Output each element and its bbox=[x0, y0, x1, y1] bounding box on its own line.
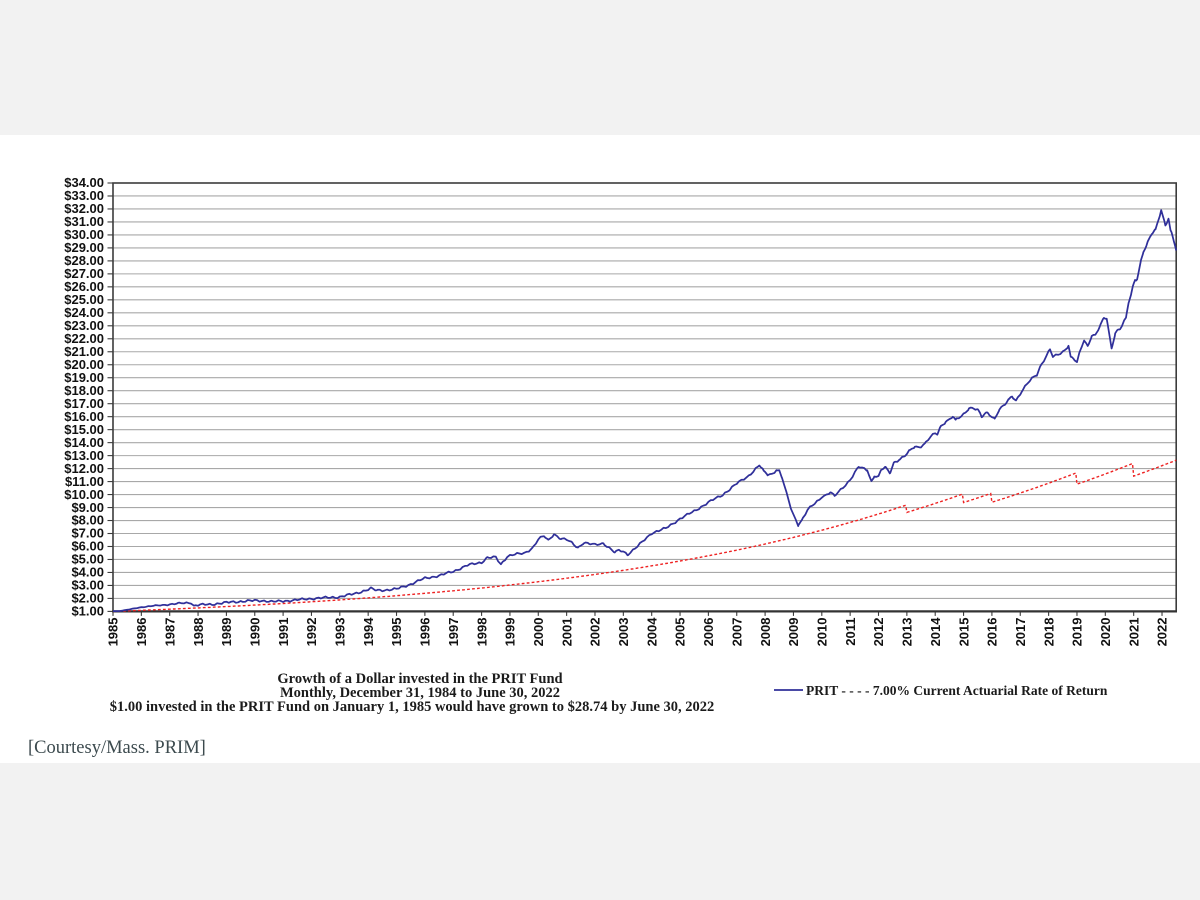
svg-text:1997: 1997 bbox=[446, 618, 461, 647]
svg-text:1995: 1995 bbox=[389, 618, 404, 647]
svg-text:$16.00: $16.00 bbox=[64, 409, 104, 424]
svg-text:$29.00: $29.00 bbox=[64, 240, 104, 255]
svg-text:$2.00: $2.00 bbox=[71, 591, 104, 606]
svg-text:$12.00: $12.00 bbox=[64, 461, 104, 476]
svg-text:$21.00: $21.00 bbox=[64, 344, 104, 359]
svg-text:1989: 1989 bbox=[219, 618, 234, 647]
svg-text:2011: 2011 bbox=[843, 618, 858, 646]
svg-text:2010: 2010 bbox=[815, 618, 830, 647]
svg-text:1987: 1987 bbox=[162, 618, 177, 647]
svg-text:2021: 2021 bbox=[1126, 618, 1141, 647]
svg-text:$32.00: $32.00 bbox=[64, 201, 104, 216]
svg-text:1990: 1990 bbox=[247, 618, 262, 647]
svg-text:$31.00: $31.00 bbox=[64, 214, 104, 229]
svg-text:$9.00: $9.00 bbox=[71, 500, 104, 515]
svg-text:$11.00: $11.00 bbox=[65, 474, 104, 489]
svg-text:$7.00: $7.00 bbox=[71, 526, 104, 541]
svg-text:1986: 1986 bbox=[134, 618, 149, 647]
svg-text:$23.00: $23.00 bbox=[64, 318, 104, 333]
svg-text:$34.00: $34.00 bbox=[64, 175, 104, 190]
svg-text:1988: 1988 bbox=[191, 618, 206, 647]
svg-text:$20.00: $20.00 bbox=[64, 357, 104, 372]
svg-text:2001: 2001 bbox=[559, 618, 574, 647]
svg-text:$24.00: $24.00 bbox=[64, 305, 104, 320]
svg-text:2000: 2000 bbox=[531, 618, 546, 647]
svg-text:$6.00: $6.00 bbox=[71, 539, 104, 554]
svg-text:$14.00: $14.00 bbox=[64, 435, 104, 450]
svg-text:2006: 2006 bbox=[701, 618, 716, 647]
svg-text:2003: 2003 bbox=[616, 618, 631, 647]
svg-text:$10.00: $10.00 bbox=[64, 487, 104, 502]
svg-text:$8.00: $8.00 bbox=[71, 513, 104, 528]
svg-text:2002: 2002 bbox=[588, 618, 603, 647]
svg-text:2014: 2014 bbox=[928, 617, 943, 647]
svg-text:$4.00: $4.00 bbox=[71, 565, 104, 580]
svg-text:$33.00: $33.00 bbox=[64, 188, 104, 203]
svg-text:2020: 2020 bbox=[1098, 618, 1113, 647]
svg-text:$18.00: $18.00 bbox=[64, 383, 104, 398]
svg-text:$17.00: $17.00 bbox=[64, 396, 104, 411]
svg-text:$27.00: $27.00 bbox=[64, 266, 104, 281]
svg-text:$3.00: $3.00 bbox=[71, 578, 104, 593]
svg-text:$19.00: $19.00 bbox=[64, 370, 104, 385]
svg-text:2005: 2005 bbox=[673, 618, 688, 647]
svg-text:1998: 1998 bbox=[474, 618, 489, 647]
svg-text:1992: 1992 bbox=[304, 618, 319, 647]
svg-text:$25.00: $25.00 bbox=[64, 292, 104, 307]
svg-text:2004: 2004 bbox=[644, 617, 659, 647]
svg-text:$5.00: $5.00 bbox=[71, 552, 104, 567]
svg-text:2022: 2022 bbox=[1155, 618, 1170, 647]
svg-text:1991: 1991 bbox=[276, 618, 291, 647]
svg-text:2007: 2007 bbox=[729, 618, 744, 647]
svg-text:$30.00: $30.00 bbox=[64, 227, 104, 242]
svg-text:$26.00: $26.00 bbox=[64, 279, 104, 294]
svg-text:$28.00: $28.00 bbox=[64, 253, 104, 268]
svg-text:2018: 2018 bbox=[1041, 618, 1056, 647]
svg-text:1996: 1996 bbox=[418, 618, 433, 647]
svg-text:2012: 2012 bbox=[871, 618, 886, 647]
svg-text:2013: 2013 bbox=[900, 618, 915, 647]
svg-text:$15.00: $15.00 bbox=[64, 422, 104, 437]
svg-text:1985: 1985 bbox=[106, 618, 121, 647]
svg-text:2009: 2009 bbox=[786, 618, 801, 647]
svg-text:2016: 2016 bbox=[985, 618, 1000, 647]
svg-text:$1.00: $1.00 bbox=[71, 604, 104, 619]
svg-text:2019: 2019 bbox=[1070, 618, 1085, 647]
svg-text:1993: 1993 bbox=[333, 618, 348, 647]
svg-text:2017: 2017 bbox=[1013, 618, 1028, 647]
svg-text:2008: 2008 bbox=[758, 618, 773, 647]
svg-text:1994: 1994 bbox=[361, 617, 376, 647]
svg-text:2015: 2015 bbox=[956, 618, 971, 647]
svg-text:$13.00: $13.00 bbox=[64, 448, 104, 463]
svg-text:1999: 1999 bbox=[503, 618, 518, 647]
svg-text:$22.00: $22.00 bbox=[64, 331, 104, 346]
